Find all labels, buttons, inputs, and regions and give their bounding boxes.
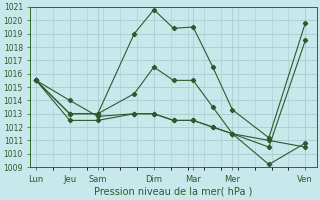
X-axis label: Pression niveau de la mer( hPa ): Pression niveau de la mer( hPa ) [94, 187, 253, 197]
